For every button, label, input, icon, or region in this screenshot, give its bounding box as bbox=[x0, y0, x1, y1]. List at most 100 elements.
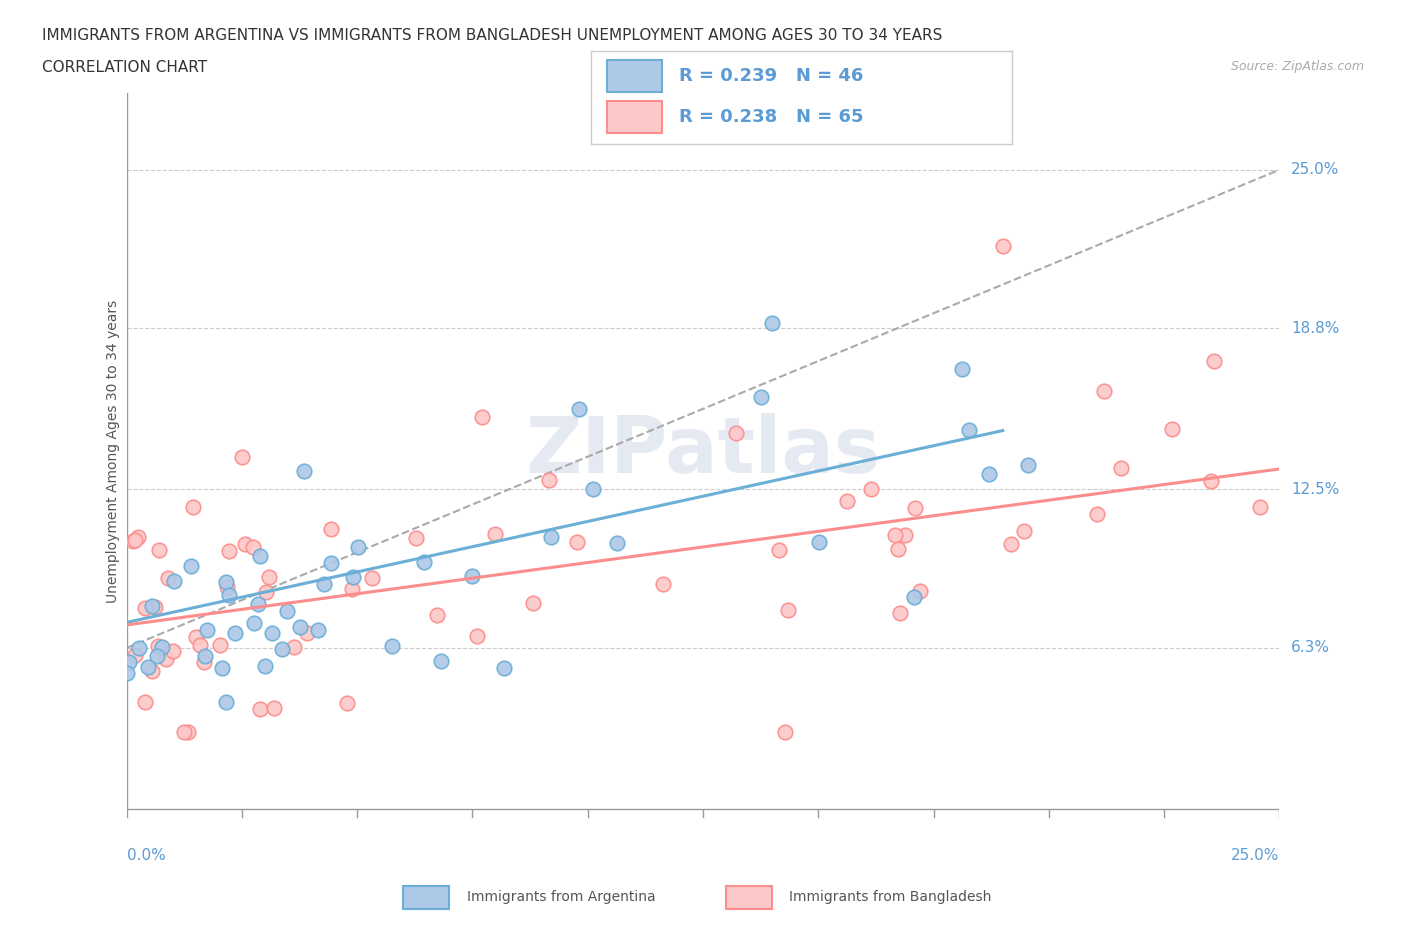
Point bbox=[894, 527, 917, 542]
Point bbox=[889, 605, 911, 620]
Point bbox=[180, 558, 202, 573]
Point bbox=[249, 549, 271, 564]
Y-axis label: Unemployment Among Ages 30 to 34 years: Unemployment Among Ages 30 to 34 years bbox=[105, 299, 120, 603]
Point bbox=[163, 574, 186, 589]
Point bbox=[426, 608, 449, 623]
Point bbox=[295, 626, 318, 641]
Point bbox=[1017, 458, 1039, 472]
Point bbox=[903, 590, 925, 604]
Point bbox=[342, 570, 364, 585]
Point bbox=[540, 530, 562, 545]
Point bbox=[195, 623, 218, 638]
Point bbox=[134, 694, 156, 709]
Text: IMMIGRANTS FROM ARGENTINA VS IMMIGRANTS FROM BANGLADESH UNEMPLOYMENT AMONG AGES : IMMIGRANTS FROM ARGENTINA VS IMMIGRANTS … bbox=[42, 28, 942, 43]
Point bbox=[1249, 499, 1271, 514]
Point bbox=[347, 539, 370, 554]
Point bbox=[904, 501, 927, 516]
Point bbox=[283, 640, 305, 655]
Point bbox=[124, 648, 146, 663]
Point bbox=[181, 500, 204, 515]
Point bbox=[537, 472, 560, 487]
Point bbox=[471, 410, 494, 425]
Text: Immigrants from Bangladesh: Immigrants from Bangladesh bbox=[789, 890, 991, 905]
Point bbox=[1161, 421, 1184, 436]
Point bbox=[492, 660, 515, 675]
Point bbox=[606, 536, 628, 551]
Text: R = 0.238   N = 65: R = 0.238 N = 65 bbox=[679, 108, 863, 126]
Text: Source: ZipAtlas.com: Source: ZipAtlas.com bbox=[1230, 60, 1364, 73]
Point bbox=[651, 577, 673, 591]
Text: 18.8%: 18.8% bbox=[1291, 321, 1340, 336]
Point bbox=[173, 725, 195, 740]
Point bbox=[465, 629, 488, 644]
Point bbox=[127, 529, 149, 544]
Point bbox=[1202, 353, 1225, 368]
Point bbox=[246, 596, 269, 611]
Point bbox=[249, 702, 271, 717]
FancyBboxPatch shape bbox=[725, 885, 772, 910]
Point bbox=[381, 638, 404, 653]
Point bbox=[115, 666, 138, 681]
Point bbox=[859, 482, 882, 497]
Point bbox=[162, 644, 184, 658]
Text: 25.0%: 25.0% bbox=[1232, 848, 1279, 863]
Point bbox=[121, 534, 143, 549]
Point bbox=[231, 449, 253, 464]
Point bbox=[193, 655, 215, 670]
Point bbox=[136, 659, 159, 674]
Point bbox=[254, 585, 277, 600]
Point bbox=[908, 583, 931, 598]
Point bbox=[118, 655, 141, 670]
Text: ZIPatlas: ZIPatlas bbox=[526, 413, 880, 489]
Point bbox=[254, 659, 277, 674]
Point bbox=[582, 482, 605, 497]
Point bbox=[321, 522, 343, 537]
Text: CORRELATION CHART: CORRELATION CHART bbox=[42, 60, 207, 75]
Point bbox=[887, 542, 910, 557]
Point bbox=[768, 542, 790, 557]
Point bbox=[209, 637, 232, 652]
Point bbox=[1109, 460, 1132, 475]
Text: Immigrants from Argentina: Immigrants from Argentina bbox=[467, 890, 655, 905]
Point bbox=[188, 637, 211, 652]
Point bbox=[761, 316, 783, 331]
Point bbox=[276, 604, 298, 618]
Point bbox=[724, 426, 747, 441]
Point bbox=[950, 361, 973, 376]
Point bbox=[141, 598, 163, 613]
Point bbox=[141, 664, 163, 679]
FancyBboxPatch shape bbox=[607, 60, 662, 92]
Text: 25.0%: 25.0% bbox=[1291, 162, 1340, 178]
Point bbox=[808, 535, 831, 550]
Point bbox=[186, 630, 208, 644]
Point bbox=[1085, 506, 1108, 521]
Point bbox=[837, 494, 859, 509]
Point bbox=[134, 601, 156, 616]
Point bbox=[148, 543, 170, 558]
Point bbox=[263, 700, 285, 715]
Point bbox=[218, 543, 240, 558]
Point bbox=[292, 463, 315, 478]
Point bbox=[565, 535, 588, 550]
Point bbox=[336, 696, 359, 711]
Point bbox=[405, 530, 427, 545]
Text: 12.5%: 12.5% bbox=[1291, 482, 1340, 497]
Point bbox=[361, 571, 384, 586]
Point bbox=[991, 239, 1014, 254]
Point bbox=[143, 600, 166, 615]
Point bbox=[340, 581, 363, 596]
Point bbox=[1000, 537, 1022, 551]
Point bbox=[319, 555, 342, 570]
Point bbox=[233, 537, 256, 551]
Point bbox=[979, 466, 1001, 481]
Point bbox=[1092, 383, 1115, 398]
Point bbox=[778, 603, 800, 618]
Point bbox=[957, 423, 980, 438]
Point bbox=[194, 648, 217, 663]
Text: 0.0%: 0.0% bbox=[127, 848, 166, 863]
Point bbox=[260, 625, 283, 640]
Point bbox=[749, 390, 772, 405]
Point bbox=[568, 401, 591, 416]
Point bbox=[242, 616, 264, 631]
Point bbox=[1014, 524, 1036, 538]
